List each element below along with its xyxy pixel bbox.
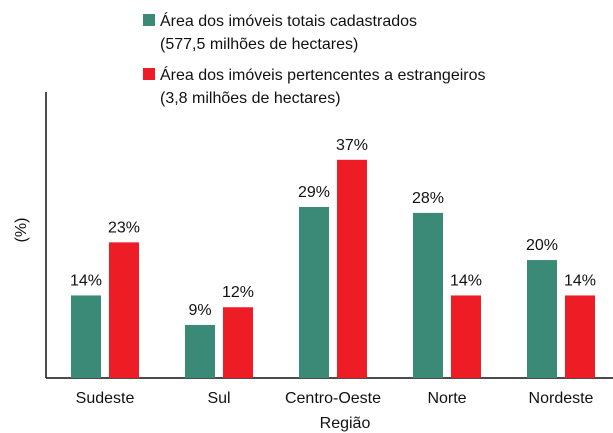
value-label: 9%: [188, 302, 211, 319]
value-label: 28%: [412, 190, 444, 207]
x-tick-label: Norte: [427, 390, 466, 407]
value-label: 12%: [222, 284, 254, 301]
bar: [413, 212, 443, 378]
bar: [451, 295, 481, 378]
legend-swatch: [143, 68, 155, 80]
x-tick-label: Sudeste: [76, 390, 135, 407]
legend-label: Área dos imóveis totais cadastrados (577…: [160, 13, 418, 53]
x-tick-label: Nordeste: [529, 390, 594, 407]
x-tick-label: Sul: [207, 390, 230, 407]
value-label: 37%: [336, 137, 368, 154]
bar: [299, 206, 329, 378]
legend-swatch: [143, 14, 155, 26]
legend-item: Área dos imóveis totais cadastrados (577…: [143, 10, 417, 56]
value-label: 14%: [564, 272, 596, 289]
bar: [337, 159, 367, 378]
bar: [71, 295, 101, 378]
value-label: 29%: [298, 184, 330, 201]
bar: [223, 307, 253, 378]
legend-item: Área dos imóveis pertencentes a estrange…: [143, 64, 486, 110]
y-axis-label: (%): [13, 218, 30, 243]
value-label: 20%: [526, 237, 558, 254]
value-label: 14%: [450, 272, 482, 289]
bar: [185, 324, 215, 378]
value-label: 14%: [70, 272, 102, 289]
bar: [109, 242, 139, 378]
bar: [565, 295, 595, 378]
bar: [527, 260, 557, 378]
x-tick-label: Centro-Oeste: [285, 390, 381, 407]
value-label: 23%: [108, 219, 140, 236]
legend-label: Área dos imóveis pertencentes a estrange…: [160, 67, 486, 107]
x-axis-label: Região: [320, 415, 371, 432]
